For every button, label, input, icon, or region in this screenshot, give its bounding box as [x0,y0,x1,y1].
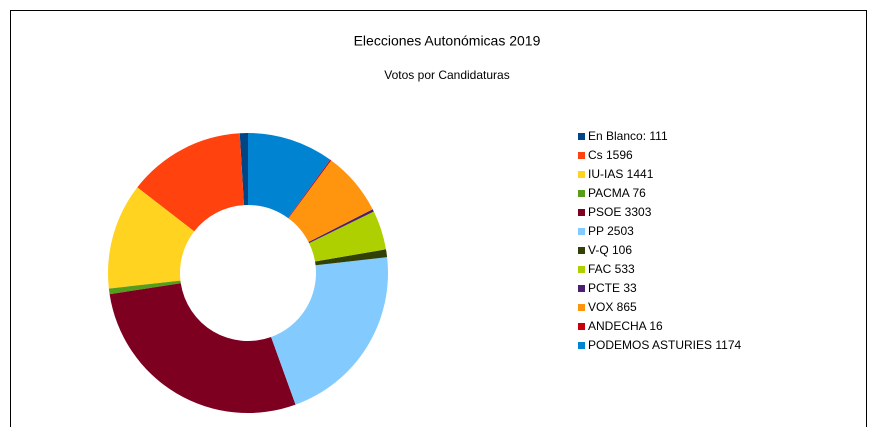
legend-swatch [578,323,585,330]
legend-label: PP 2503 [588,224,634,238]
legend-label: PACMA 76 [588,186,646,200]
legend-label: ANDECHA 16 [588,319,663,333]
donut-slice [108,280,181,295]
donut-slice [288,160,373,243]
donut-slice [309,211,386,262]
chart-subtitle: Votos por Candidaturas [384,68,509,82]
legend-label: FAC 533 [588,262,635,276]
legend-label: V-Q 106 [588,243,632,257]
donut-slice [248,133,331,218]
legend-swatch [578,228,585,235]
donut-slice [271,257,388,405]
legend-swatch [578,171,585,178]
legend-swatch [578,266,585,273]
legend-label: PCTE 33 [588,281,637,295]
legend-label: Cs 1596 [588,148,633,162]
legend-label: PSOE 3303 [588,205,652,219]
donut-slice [315,249,388,266]
legend-swatch [578,304,585,311]
legend-swatch [578,190,585,197]
legend-swatch [578,247,585,254]
legend-swatch [578,133,585,140]
legend-swatch [578,152,585,159]
legend-label: En Blanco: 111 [588,129,668,143]
donut-slice [308,209,374,244]
donut-slice [109,283,296,413]
donut-slice [287,159,332,219]
chart-title: Elecciones Autonómicas 2019 [354,33,541,49]
legend-swatch [578,285,585,292]
donut-slice [137,133,244,232]
donut-slice [108,187,195,289]
legend-label: PODEMOS ASTURIES 1174 [588,338,741,352]
legend-swatch [578,342,585,349]
legend-label: VOX 865 [588,300,637,314]
legend-label: IU-IAS 1441 [588,167,654,181]
legend-swatch [578,209,585,216]
donut-slice [239,133,248,206]
